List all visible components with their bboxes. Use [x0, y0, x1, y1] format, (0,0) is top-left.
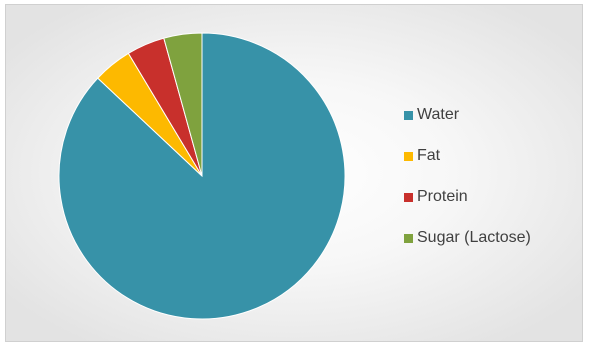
legend-swatch-water: [404, 110, 413, 120]
legend-label-protein: Protein: [417, 188, 468, 205]
legend-label-sugar-lactose: Sugar (Lactose): [417, 229, 531, 246]
legend-item-sugar-lactose: Sugar (Lactose): [404, 228, 579, 248]
legend-item-fat: Fat: [404, 146, 579, 166]
pie-slice-sugar-lactose: [163, 32, 203, 177]
legend-item-protein: Protein: [404, 187, 579, 207]
pie-chart: [58, 32, 346, 320]
chart-area: Water Fat Protein Sugar (Lactose): [5, 4, 583, 342]
legend-label-fat: Fat: [417, 147, 441, 164]
legend-label-water: Water: [417, 106, 460, 123]
pie-slices: [58, 32, 346, 320]
pie-slice-water: [58, 32, 346, 320]
legend: Water Fat Protein Sugar (Lactose): [404, 105, 579, 269]
legend-item-water: Water: [404, 105, 579, 125]
legend-swatch-fat: [404, 151, 413, 161]
legend-swatch-sugar-lactose: [404, 233, 413, 243]
legend-swatch-protein: [404, 192, 413, 202]
